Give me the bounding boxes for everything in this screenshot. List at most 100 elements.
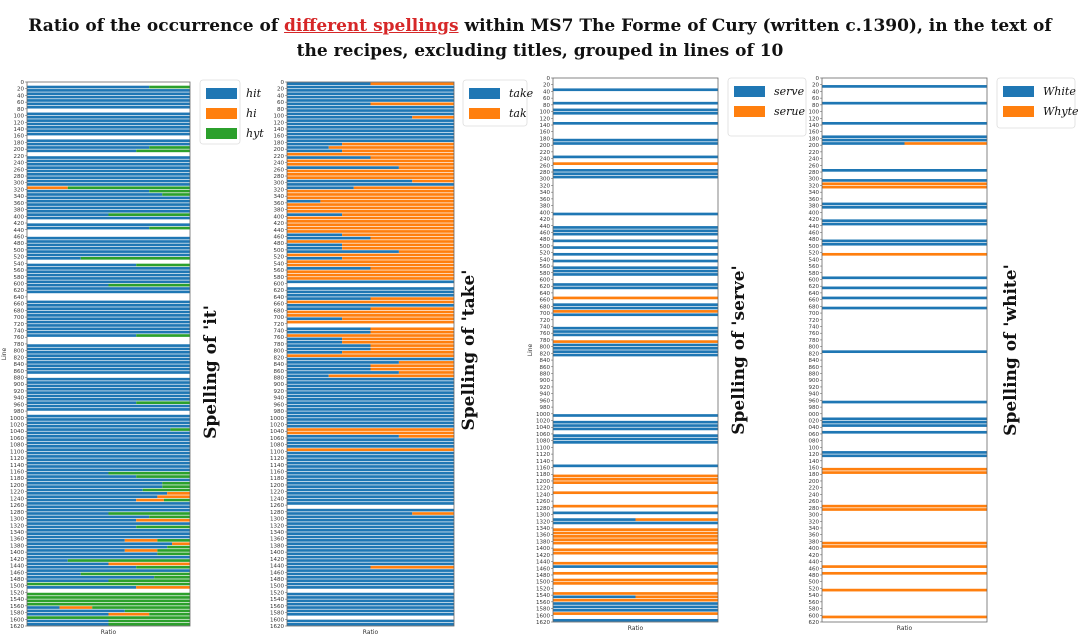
bar-segment bbox=[287, 586, 454, 589]
bar-segment bbox=[553, 531, 718, 535]
bar-segment bbox=[287, 391, 454, 394]
y-tick-label: 480 bbox=[540, 237, 551, 243]
bar-segment bbox=[27, 468, 190, 472]
bar-segment bbox=[27, 539, 125, 542]
bar-segment bbox=[108, 512, 190, 515]
y-tick-label: 1040 bbox=[270, 429, 284, 435]
y-tick-label: 340 bbox=[14, 194, 25, 200]
bar-segment bbox=[287, 475, 454, 478]
y-tick-label: 280 bbox=[14, 174, 25, 180]
bar-segment bbox=[553, 273, 718, 276]
y-tick-label: 1320 bbox=[10, 523, 24, 529]
y-tick-label: 1160 bbox=[270, 470, 284, 476]
bar-segment bbox=[27, 246, 190, 250]
bar-segment bbox=[822, 205, 987, 209]
bar-segment bbox=[287, 206, 454, 210]
y-tick-label: 300 bbox=[809, 177, 820, 183]
y-tick-label: 460 bbox=[274, 234, 285, 240]
y-tick-label: 840 bbox=[809, 358, 820, 364]
bar-segment bbox=[553, 595, 636, 599]
y-tick-label: 1480 bbox=[10, 577, 24, 583]
y-tick-label: 1180 bbox=[10, 476, 24, 482]
bar-segment bbox=[287, 549, 454, 552]
bar-segment bbox=[822, 400, 987, 404]
bar-segment bbox=[287, 270, 454, 274]
y-tick-label: 000 bbox=[809, 412, 820, 418]
bar-segment bbox=[287, 162, 454, 166]
bar-segment bbox=[287, 125, 454, 129]
bar-segment bbox=[27, 458, 190, 462]
y-tick-label: 560 bbox=[809, 600, 820, 606]
bar-segment bbox=[142, 488, 190, 492]
bar-segment bbox=[27, 431, 190, 435]
bar-segment bbox=[287, 340, 343, 344]
y-tick-label: 300 bbox=[540, 177, 551, 183]
y-tick-label: 880 bbox=[809, 372, 820, 378]
bar-segment bbox=[136, 263, 190, 267]
bar-segment bbox=[553, 571, 718, 575]
y-tick-label: 1120 bbox=[536, 452, 550, 458]
y-tick-label: 640 bbox=[14, 295, 25, 301]
bar-segment bbox=[342, 337, 454, 341]
y-tick-label: 600 bbox=[540, 277, 551, 283]
bar-segment bbox=[27, 387, 190, 391]
bar-segment bbox=[136, 401, 190, 405]
bar-segment bbox=[553, 313, 718, 317]
y-tick-label: 260 bbox=[540, 163, 551, 169]
y-tick-label: 620 bbox=[14, 288, 25, 294]
bar-segment bbox=[27, 438, 190, 441]
y-tick-label: 520 bbox=[809, 586, 820, 592]
y-tick-label: 1000 bbox=[270, 416, 284, 422]
y-tick-label: 1440 bbox=[10, 564, 24, 570]
y-tick-label: 200 bbox=[14, 147, 25, 153]
y-tick-label: 460 bbox=[809, 230, 820, 236]
y-tick-label: 1340 bbox=[10, 530, 24, 536]
bar-segment bbox=[328, 374, 454, 378]
y-tick-label: 1460 bbox=[536, 566, 550, 572]
bar-segment bbox=[553, 605, 718, 609]
y-tick-label: 100 bbox=[809, 445, 820, 451]
bar-segment bbox=[287, 146, 329, 149]
y-tick-label: 620 bbox=[540, 284, 551, 290]
y-tick-label: 20 bbox=[277, 87, 284, 93]
bar-segment bbox=[553, 528, 718, 531]
y-tick-label: 580 bbox=[14, 275, 25, 281]
bar-segment bbox=[108, 213, 190, 216]
bar-segment bbox=[27, 122, 190, 126]
bar-segment bbox=[27, 85, 150, 89]
bar-segment bbox=[287, 387, 454, 391]
bar-segment bbox=[287, 293, 454, 297]
bar-segment bbox=[553, 578, 718, 582]
y-tick-label: 820 bbox=[14, 355, 25, 361]
y-tick-label: 480 bbox=[809, 237, 820, 243]
y-tick-label: 1160 bbox=[536, 466, 550, 472]
bar-segment bbox=[822, 185, 987, 189]
y-tick-label: 360 bbox=[540, 197, 551, 203]
y-tick-label: 620 bbox=[809, 284, 820, 290]
y-tick-label: 20 bbox=[17, 87, 24, 93]
y-tick-label: 160 bbox=[540, 130, 551, 136]
bar-segment bbox=[287, 199, 321, 203]
bar-segment bbox=[287, 619, 454, 623]
y-tick-label: 740 bbox=[809, 324, 820, 330]
bar-segment bbox=[822, 541, 987, 545]
bar-segment bbox=[287, 196, 454, 200]
bar-segment bbox=[27, 599, 190, 603]
bar-segment bbox=[287, 434, 399, 438]
y-tick-label: 80 bbox=[277, 107, 284, 113]
bar-segment bbox=[27, 256, 81, 260]
bar-segment bbox=[822, 135, 987, 139]
title-highlight-link[interactable]: different spellings bbox=[284, 16, 459, 36]
bar-segment bbox=[287, 119, 454, 122]
y-tick-label: 1220 bbox=[270, 490, 284, 496]
bar-segment bbox=[822, 454, 987, 458]
bar-segment bbox=[287, 508, 454, 512]
y-tick-label: 100 bbox=[274, 114, 285, 120]
bar-segment bbox=[553, 296, 718, 300]
bar-segment bbox=[157, 549, 190, 552]
y-tick-label: 80 bbox=[543, 103, 550, 109]
bar-segment bbox=[287, 189, 454, 193]
y-tick-label: 280 bbox=[809, 506, 820, 512]
y-tick-label: 240 bbox=[540, 157, 551, 163]
